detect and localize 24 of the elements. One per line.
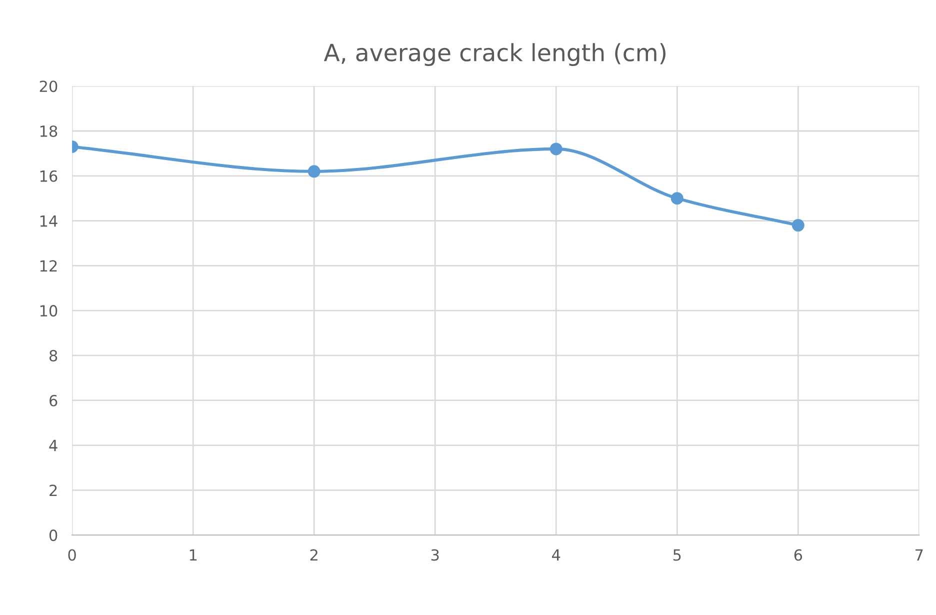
y-tick-label: 18 [40,125,58,138]
point [670,192,684,205]
y-tick-label: 20 [40,80,58,92]
y-tick-label: 4 [49,440,58,452]
x-tick-label: 7 [916,549,923,561]
point [308,165,320,178]
chart-title: A, average crack length (cm) [324,43,666,66]
y-tick-label: 6 [50,394,58,406]
y-tick-label: 10 [40,305,58,317]
y-tick-label: 12 [40,260,57,272]
x-tick-label: 3 [431,549,439,561]
point [792,219,804,232]
y-tick-label: 14 [40,215,58,227]
x-tick-label: 1 [190,549,197,561]
x-tick-label: 6 [794,549,802,561]
y-tick-label: 0 [49,530,58,542]
y-tick-label: 8 [50,350,58,362]
point [550,142,562,156]
x-tick-label: 4 [552,549,560,561]
y-tick-label: 2 [50,484,57,496]
x-tick-label: 2 [310,549,318,561]
y-tick-label: 16 [40,170,58,182]
x-tick-label: 0 [68,549,76,561]
x-tick-label: 5 [673,549,681,561]
